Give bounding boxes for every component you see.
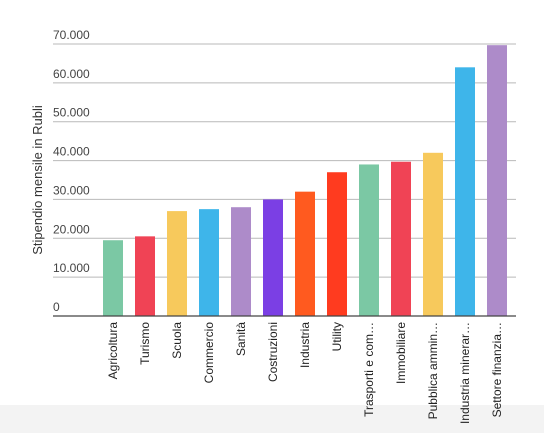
bar-8 [359, 164, 379, 316]
y-tick-label-1: 10.000 [53, 261, 90, 275]
y-tick-label-0: 0 [53, 300, 60, 314]
x-tick-label-11: Industria minerar… [458, 322, 472, 424]
bar-5 [263, 199, 283, 316]
x-tick-label-3: Commercio [202, 322, 216, 384]
y-tick-label-7: 70.000 [53, 28, 90, 42]
y-tick-label-3: 30.000 [53, 183, 90, 197]
y-tick-label-4: 40.000 [53, 145, 90, 159]
y-tick-label-6: 60.000 [53, 67, 90, 81]
grid-layer [53, 43, 516, 278]
bar-0 [103, 240, 123, 316]
x-tick-label-2: Scuola [170, 322, 184, 359]
bar-3 [199, 209, 219, 316]
x-tick-label-0: Agricoltura [106, 322, 120, 380]
x-tick-label-8: Trasporti e com… [362, 322, 376, 417]
bar-10 [423, 152, 443, 316]
bar-12 [487, 45, 507, 317]
x-tick-label-1: Turismo [138, 322, 152, 365]
bar-7 [327, 172, 347, 316]
y-axis-title: Stipendio mensile in Rubli [30, 105, 45, 255]
y-tick-label-2: 20.000 [53, 222, 90, 236]
x-tick-label-12: Settore finanzia… [490, 322, 504, 417]
bar-1 [135, 236, 155, 316]
x-tick-label-6: Industria [298, 322, 312, 368]
label-layer: 0 10.000 20.000 30.000 40.000 50.000 60.000 70.… [53, 28, 504, 424]
bar-4 [231, 207, 251, 316]
bar-11 [455, 67, 475, 316]
bar-2 [167, 211, 187, 316]
x-tick-label-4: Sanità [234, 322, 248, 356]
x-tick-label-10: Pubblica ammin… [426, 322, 440, 419]
y-tick-label-5: 50.000 [53, 106, 90, 120]
bar-layer [103, 45, 507, 317]
x-tick-label-9: Immobiliare [394, 322, 408, 384]
bottom-band [0, 405, 544, 433]
x-tick-label-7: Utility [330, 322, 344, 351]
x-tick-label-5: Costruzioni [266, 322, 280, 382]
bar-6 [295, 191, 315, 316]
bar-9 [391, 161, 411, 316]
